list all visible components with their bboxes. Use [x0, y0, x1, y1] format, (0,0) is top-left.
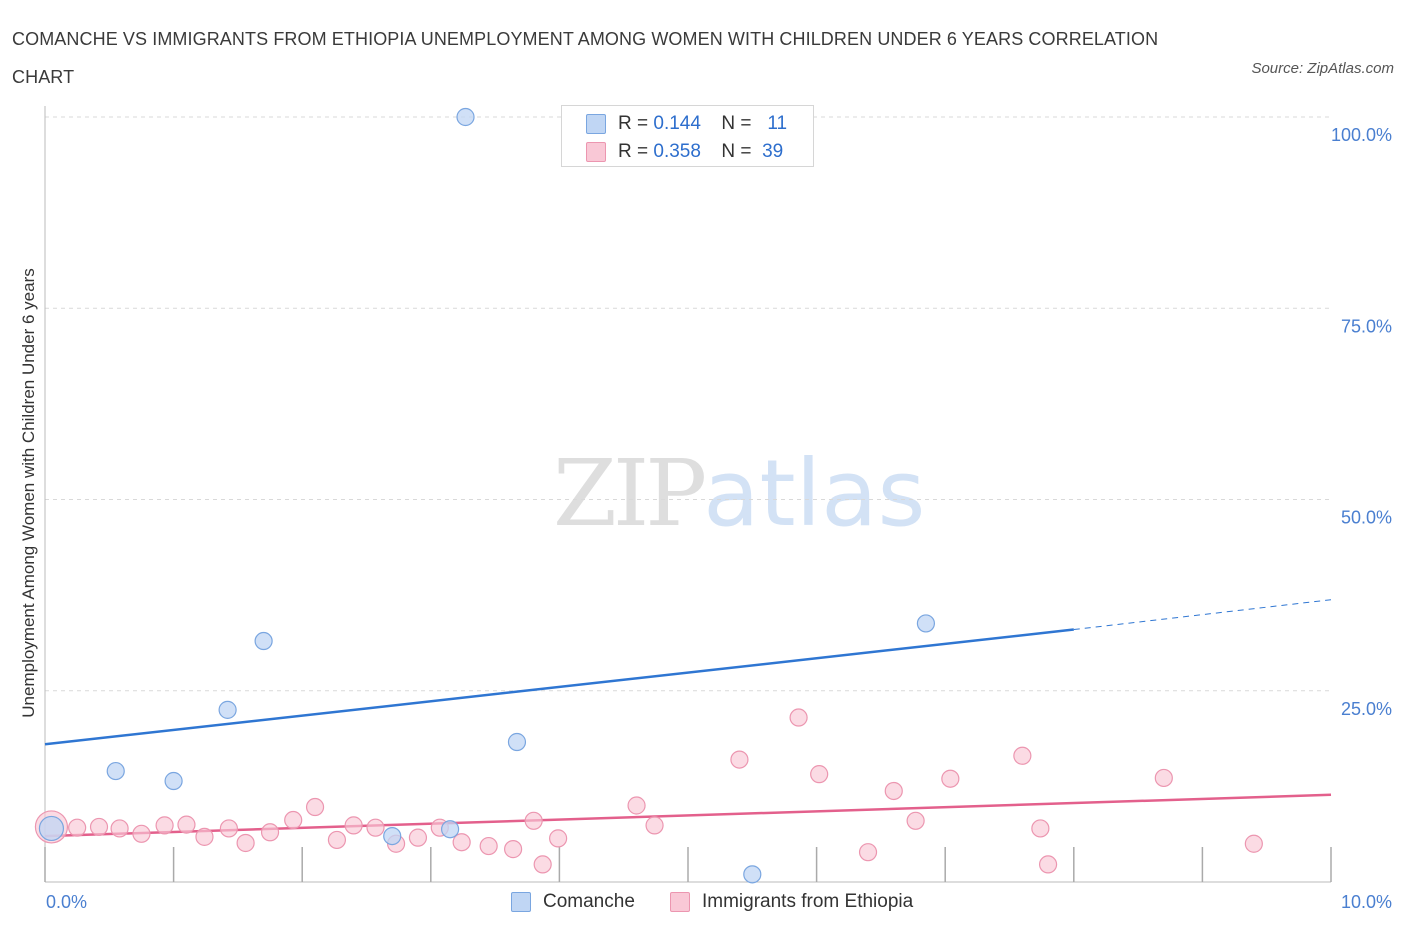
legend-swatch-ethiopia [586, 142, 606, 162]
data-point-ethiopia [110, 819, 129, 838]
legend-r-value: 0.144 [653, 113, 701, 134]
legend-label-ethiopia: Immigrants from Ethiopia [702, 891, 914, 912]
data-point-ethiopia [810, 765, 829, 784]
data-point-comanche [507, 732, 527, 752]
data-point-ethiopia [549, 829, 568, 848]
legend-item-ethiopia: Immigrants from Ethiopia [670, 891, 913, 913]
legend-item-comanche: Comanche [511, 891, 635, 913]
data-point-ethiopia [68, 818, 87, 837]
legend-r-label: R = [618, 113, 649, 134]
tick-labels: 25.0% 50.0% 75.0% 100.0% 0.0% 10.0% [46, 125, 1392, 912]
data-point-comanche [743, 865, 762, 884]
y-axis-label: Unemployment Among Women with Children U… [19, 268, 38, 717]
legend-row-ethiopia: R = 0.358 N = 39 [586, 139, 783, 165]
data-point-ethiopia [344, 816, 363, 835]
y-tick-label: 50.0% [1341, 508, 1392, 528]
data-point-ethiopia [284, 810, 303, 830]
data-point-ethiopia [627, 796, 646, 815]
data-point-ethiopia [132, 824, 151, 843]
legend-n-label: N = [721, 113, 752, 134]
data-point-comanche [916, 614, 936, 633]
legend-r-value: 0.358 [653, 141, 701, 162]
x-tick-label: 10.0% [1341, 892, 1392, 912]
data-point-ethiopia [452, 833, 471, 852]
data-point-ethiopia [533, 855, 552, 874]
trend-line-comanche-extension [1073, 599, 1332, 631]
data-point-comanche [254, 631, 273, 651]
data-point-ethiopia [1013, 746, 1032, 765]
data-point-ethiopia [906, 811, 925, 830]
legend-r-label: R = [618, 141, 649, 162]
data-point-ethiopia [155, 816, 174, 835]
data-point-comanche [440, 820, 460, 839]
axes [44, 106, 1332, 883]
data-point-comanche [383, 826, 402, 846]
data-point-ethiopia [1038, 855, 1058, 874]
source-label: Source: ZipAtlas.com [1251, 60, 1394, 77]
data-point-ethiopia [89, 817, 109, 837]
data-point-ethiopia [645, 816, 664, 835]
data-point-comanche [164, 771, 183, 791]
data-point-ethiopia [479, 836, 498, 856]
legend-n-value: 11 [767, 113, 788, 134]
data-point-comanche [456, 107, 475, 127]
trend-lines [44, 599, 1332, 838]
data-point-ethiopia [730, 750, 749, 769]
data-point-ethiopia [1031, 819, 1050, 838]
legend-n-value: 39 [762, 141, 784, 162]
data-point-ethiopia [219, 819, 238, 838]
data-point-ethiopia [177, 815, 196, 834]
y-tick-label: 100.0% [1331, 125, 1392, 145]
data-point-ethiopia [305, 797, 325, 817]
legend-swatch-comanche [586, 114, 606, 134]
y-tick-label: 75.0% [1341, 316, 1392, 336]
grid-lines [45, 116, 1331, 692]
watermark-zip: ZIP [553, 440, 707, 547]
chart-title: COMANCHE VS IMMIGRANTS FROM ETHIOPIA UNE… [12, 29, 1159, 87]
legend-stats: R = 0.144 N = 11 R = 0.358 N = 39 [561, 105, 814, 167]
trend-line-comanche [44, 628, 1074, 746]
data-point-comanche [106, 761, 125, 781]
data-point-ethiopia [504, 840, 523, 859]
watermark-atlas: atlas [703, 440, 926, 547]
data-point-ethiopia [1244, 834, 1263, 853]
legend-series: Comanche Immigrants from Ethiopia [0, 889, 1406, 915]
legend-label-comanche: Comanche [543, 891, 635, 912]
data-point-ethiopia [408, 828, 428, 847]
legend-n-label: N = [721, 141, 752, 162]
trend-line-ethiopia [44, 793, 1332, 838]
legend-swatch-comanche [511, 892, 531, 912]
data-point-ethiopia [236, 833, 255, 853]
data-point-ethiopia [858, 843, 878, 862]
data-point-comanche [218, 700, 237, 719]
data-points [34, 107, 1263, 884]
data-point-ethiopia [1154, 768, 1173, 788]
data-point-ethiopia [366, 818, 385, 837]
watermark: ZIPatlas [553, 440, 926, 547]
data-point-ethiopia [195, 827, 214, 846]
data-point-ethiopia [789, 708, 808, 727]
data-point-ethiopia [884, 781, 903, 801]
x-tick-label: 0.0% [46, 892, 87, 912]
y-tick-label: 25.0% [1341, 699, 1392, 719]
data-point-comanche [38, 815, 65, 842]
legend-swatch-ethiopia [670, 892, 690, 912]
data-point-ethiopia [327, 830, 347, 850]
legend-row-comanche: R = 0.144 N = 11 [586, 111, 787, 137]
data-point-ethiopia [941, 769, 960, 788]
data-point-ethiopia [260, 823, 280, 842]
data-point-ethiopia [524, 811, 543, 830]
